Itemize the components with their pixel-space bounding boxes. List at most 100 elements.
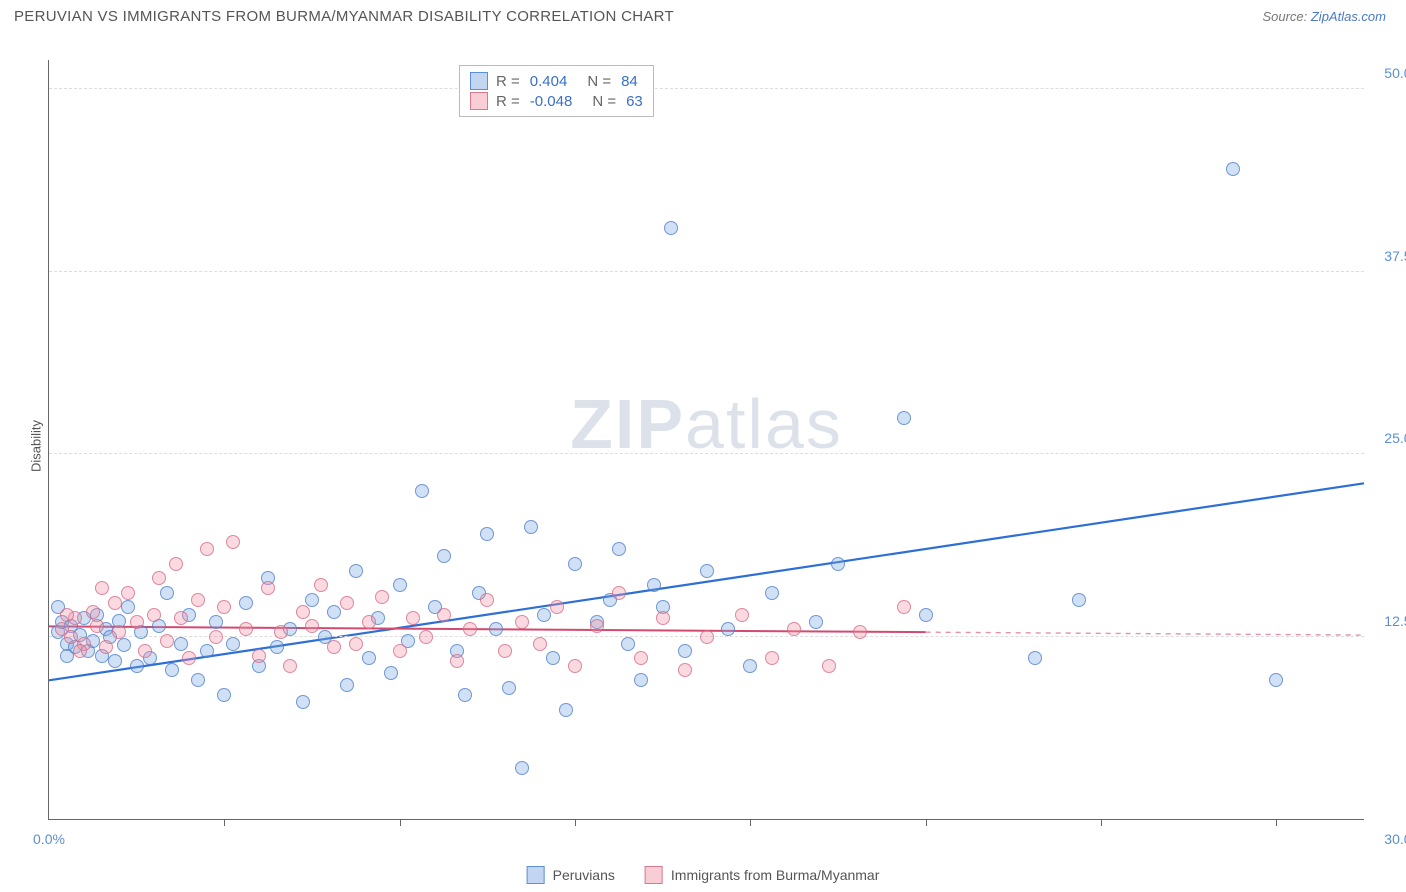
data-point	[480, 593, 494, 607]
data-point	[147, 608, 161, 622]
data-point	[1028, 651, 1042, 665]
series-legend: Peruvians Immigrants from Burma/Myanmar	[527, 866, 880, 884]
data-point	[1072, 593, 1086, 607]
data-point	[200, 644, 214, 658]
y-axis-label: Disability	[29, 420, 44, 472]
data-point	[64, 630, 78, 644]
data-point	[437, 549, 451, 563]
data-point	[174, 611, 188, 625]
source-link[interactable]: ZipAtlas.com	[1311, 9, 1386, 24]
data-point	[664, 221, 678, 235]
data-point	[169, 557, 183, 571]
data-point	[735, 608, 749, 622]
data-point	[450, 654, 464, 668]
data-point	[327, 640, 341, 654]
data-point	[60, 608, 74, 622]
n-value-blue: 84	[621, 73, 638, 90]
data-point	[634, 673, 648, 687]
data-point	[226, 535, 240, 549]
data-point	[502, 681, 516, 695]
data-point	[393, 578, 407, 592]
data-point	[897, 600, 911, 614]
data-point	[239, 596, 253, 610]
data-point	[191, 673, 205, 687]
data-point	[90, 619, 104, 633]
data-point	[296, 695, 310, 709]
data-point	[112, 625, 126, 639]
data-point	[121, 600, 135, 614]
data-point	[340, 678, 354, 692]
data-point	[515, 761, 529, 775]
y-tick-label: 12.5%	[1369, 613, 1406, 629]
data-point	[349, 637, 363, 651]
data-point	[1226, 162, 1240, 176]
scatter-chart: ZIPatlas R = 0.404 N = 84 R = -0.048 N =…	[48, 60, 1364, 820]
gridline-h	[49, 88, 1364, 89]
data-point	[621, 637, 635, 651]
r-value-pink: -0.048	[530, 93, 573, 110]
data-point	[700, 564, 714, 578]
data-point	[765, 651, 779, 665]
data-point	[252, 649, 266, 663]
data-point	[226, 637, 240, 651]
watermark-zip: ZIP	[570, 385, 685, 463]
data-point	[822, 659, 836, 673]
data-point	[160, 634, 174, 648]
n-label: N =	[592, 93, 616, 110]
x-tick-label: 0.0%	[33, 831, 65, 847]
x-tick	[926, 819, 927, 826]
data-point	[568, 659, 582, 673]
r-label: R =	[496, 93, 520, 110]
data-point	[612, 542, 626, 556]
data-point	[919, 608, 933, 622]
data-point	[209, 615, 223, 629]
data-point	[568, 557, 582, 571]
data-point	[274, 625, 288, 639]
data-point	[721, 622, 735, 636]
swatch-pink-icon	[645, 866, 663, 884]
source-attrib: Source: ZipAtlas.com	[1262, 9, 1386, 24]
data-point	[209, 630, 223, 644]
data-point	[314, 578, 328, 592]
legend-item-pink: Immigrants from Burma/Myanmar	[645, 866, 879, 884]
data-point	[138, 644, 152, 658]
data-point	[152, 571, 166, 585]
data-point	[108, 654, 122, 668]
n-value-pink: 63	[626, 93, 643, 110]
data-point	[340, 596, 354, 610]
data-point	[95, 581, 109, 595]
data-point	[99, 640, 113, 654]
trend-lines	[49, 60, 1364, 819]
data-point	[533, 637, 547, 651]
gridline-h	[49, 271, 1364, 272]
data-point	[437, 608, 451, 622]
data-point	[678, 644, 692, 658]
data-point	[678, 663, 692, 677]
data-point	[375, 590, 389, 604]
swatch-pink	[470, 92, 488, 110]
data-point	[121, 586, 135, 600]
watermark-atlas: atlas	[685, 385, 843, 463]
data-point	[130, 615, 144, 629]
series-label-pink: Immigrants from Burma/Myanmar	[671, 867, 879, 883]
legend-item-blue: Peruvians	[527, 866, 615, 884]
data-point	[897, 411, 911, 425]
x-tick-label: 30.0%	[1369, 831, 1406, 847]
x-tick	[750, 819, 751, 826]
data-point	[1269, 673, 1283, 687]
data-point	[165, 663, 179, 677]
chart-title: PERUVIAN VS IMMIGRANTS FROM BURMA/MYANMA…	[14, 8, 674, 25]
data-point	[550, 600, 564, 614]
data-point	[546, 651, 560, 665]
data-point	[261, 581, 275, 595]
data-point	[415, 484, 429, 498]
data-point	[270, 640, 284, 654]
data-point	[524, 520, 538, 534]
r-value-blue: 0.404	[530, 73, 568, 90]
data-point	[108, 596, 122, 610]
data-point	[743, 659, 757, 673]
x-tick	[575, 819, 576, 826]
data-point	[362, 615, 376, 629]
data-point	[419, 630, 433, 644]
data-point	[217, 600, 231, 614]
